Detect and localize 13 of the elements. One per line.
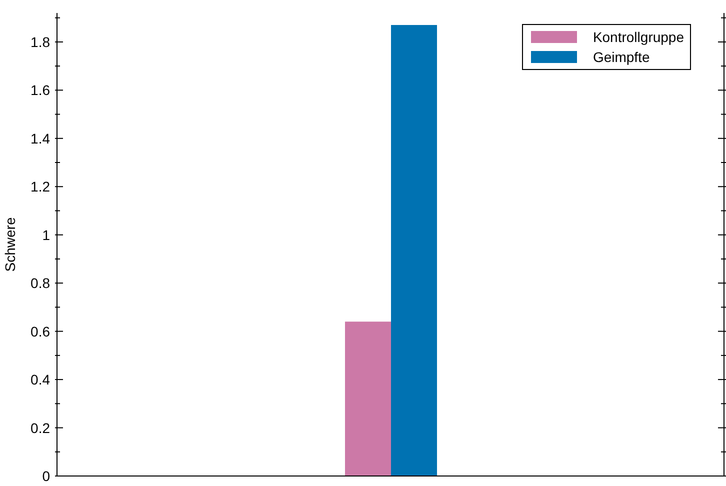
y-tick-label: 1.6 [30,82,50,98]
y-axis-title: Schwere [2,217,18,272]
y-tick-label: 1.8 [30,34,50,50]
y-tick-label: 1 [42,226,50,243]
legend-label: Kontrollgruppe [592,28,684,47]
legend-label: Geimpfte [592,48,650,67]
y-tick-label: 0.4 [30,372,50,388]
y-tick-label: 0.6 [30,323,50,340]
y-tick-label: 0 [42,468,50,484]
y-tick-label: 0.8 [30,275,50,292]
y-tick-label: 0.2 [30,420,50,436]
y-tick-label: 1.2 [30,178,50,195]
y-tick-label: 1.4 [30,130,50,146]
